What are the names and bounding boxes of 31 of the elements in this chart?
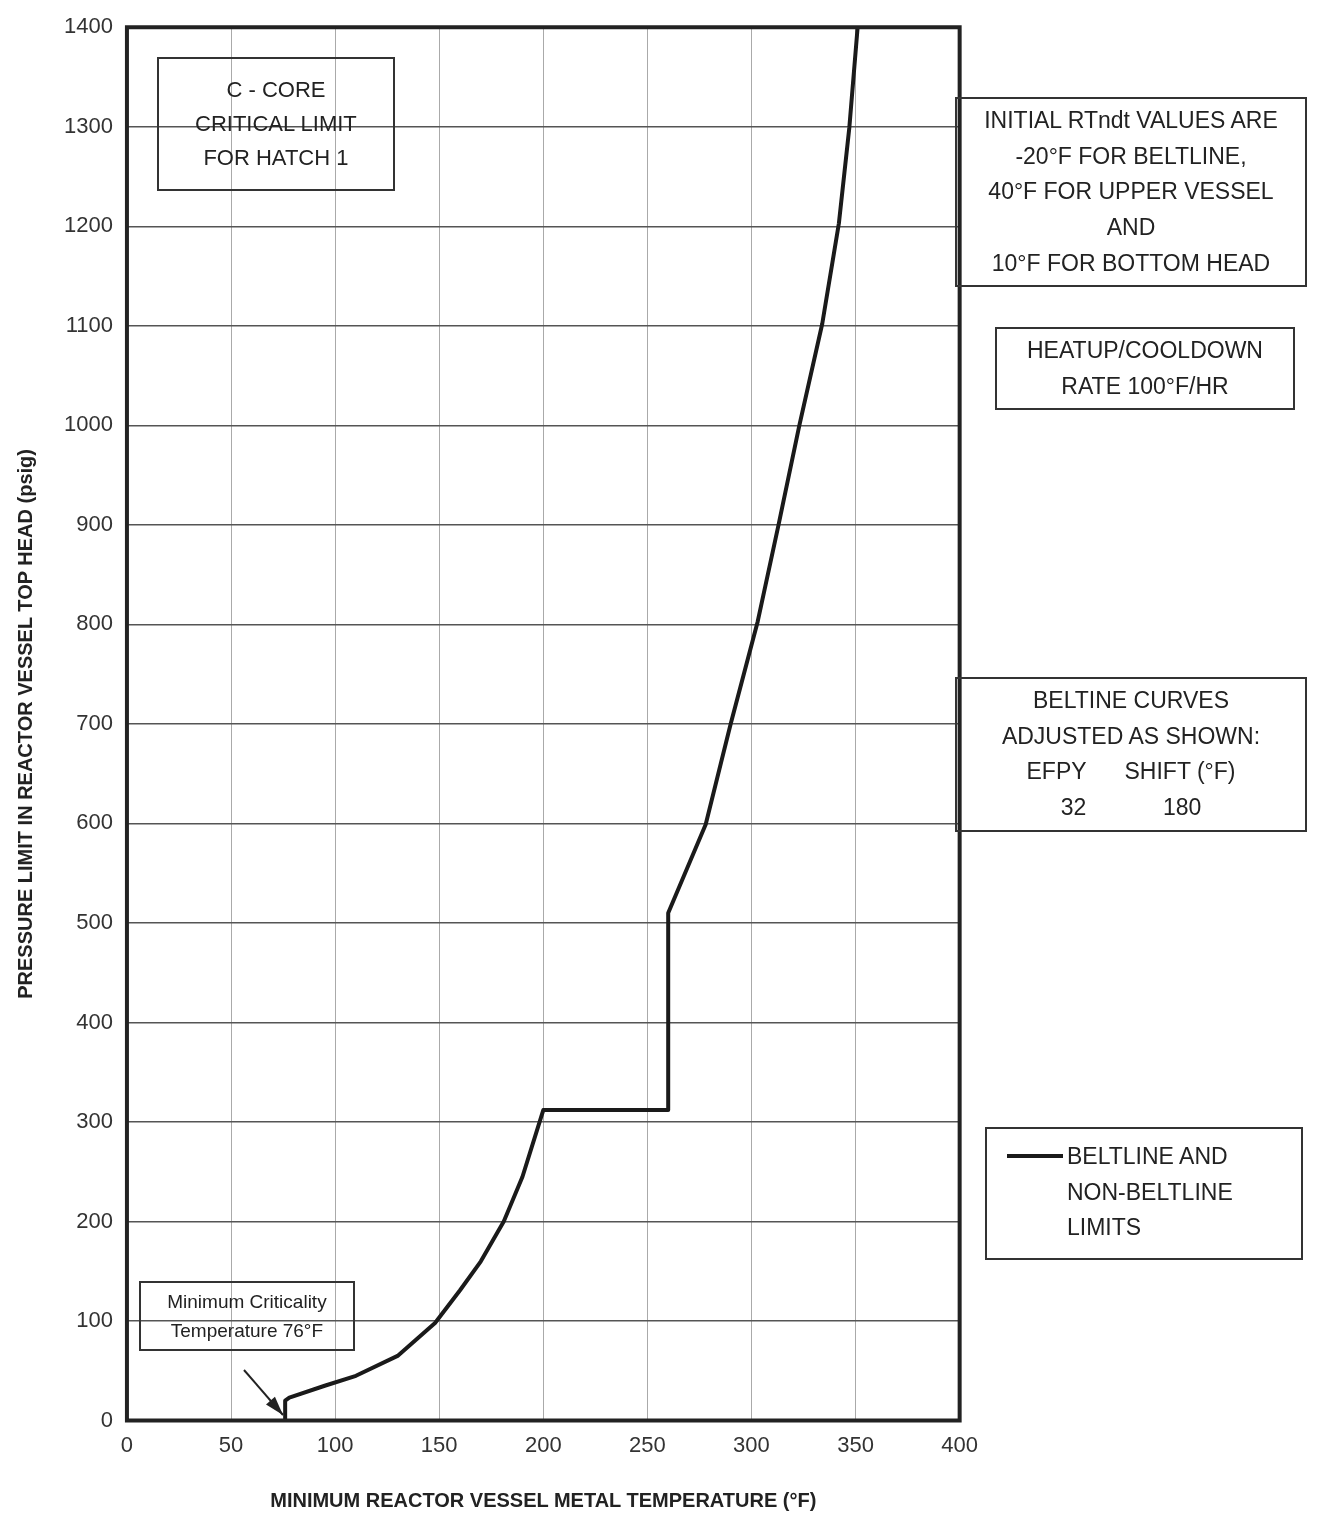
text: BELTINE CURVES ADJUSTED AS SHOWN: EFPY SHIFT (°F) 32 180 [955,677,1307,832]
y-tick-label: 300 [76,1108,113,1134]
annotation: Minimum Criticality Temperature 76°F [138,1280,355,1352]
y-tick-label: 1400 [63,13,113,39]
x-tick-label: 300 [733,1431,770,1457]
x-tick-label: 150 [420,1431,458,1457]
y-tick-label: 0 [100,1406,113,1432]
y-tick-label: 1300 [63,112,113,138]
y-tick-label: 1000 [63,411,113,437]
x-tick-label: 400 [941,1431,979,1457]
text: HEATUP/COOLDOWN RATE 100°F/HR [995,327,1295,411]
x-tick-label: 350 [837,1431,874,1457]
y-tick-label: 900 [76,510,113,536]
x-tick-label: 100 [316,1431,354,1457]
x-axis-title: MINIMUM REACTOR VESSEL METAL TEMPERATURE (°F) [270,1488,817,1511]
y-tick-label: 1200 [63,212,113,238]
y-axis-title: PRESSURE LIMIT IN REACTOR VESSEL TOP HEAD (psig) [13,449,36,999]
text: INITIAL RTndt VALUES ARE -20°F FOR BELTLINE, 40°F FOR UPPER VESSEL AND 10°F FOR BOTTOM HEAD [955,97,1307,288]
legend-label: BELTLINE AND NON-BELTLINE LIMITS [1067,1142,1234,1243]
y-tick-label: 500 [76,909,113,935]
x-tick-label: 200 [524,1431,562,1457]
y-tick-label: 1100 [65,311,113,337]
y-tick-label: 600 [76,809,113,835]
x-tick-label: 0 [120,1431,134,1457]
x-tick-label: 250 [629,1431,666,1457]
y-tick-label: 700 [76,709,113,735]
y-tick-label: 200 [76,1207,113,1233]
y-tick-label: 100 [76,1307,113,1333]
y-tick-label: 800 [76,610,113,636]
y-tick-label: 400 [76,1008,113,1034]
x-tick-label: 50 [218,1431,244,1457]
